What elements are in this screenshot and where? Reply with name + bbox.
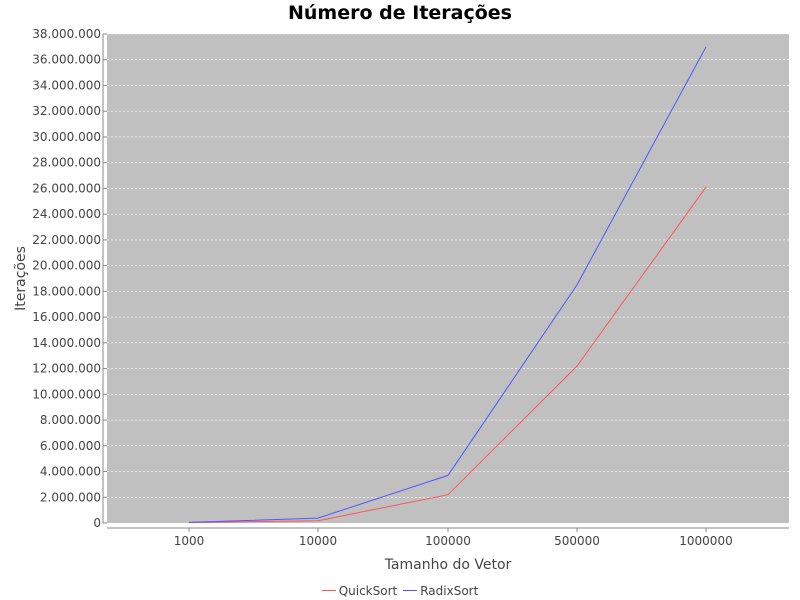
series-lines	[188, 46, 707, 524]
series-line-quicksort	[188, 186, 707, 524]
axes: 0 2.000.000 4.000.000 6.000.000 8.000.000 10.…	[32, 27, 789, 548]
legend-swatch	[403, 590, 418, 591]
y-tick-label: 22.000.000	[32, 233, 101, 247]
legend-item-radixsort: RadixSort	[403, 584, 478, 598]
y-tick-label: 6.000.000	[40, 439, 101, 453]
x-tick-label: 500000	[554, 534, 600, 548]
chart-title: Número de Iterações	[288, 2, 512, 24]
legend-label: QuickSort	[338, 583, 398, 598]
legend-item-quicksort: QuickSort	[321, 583, 398, 598]
y-axis-label: Iterações	[13, 246, 29, 311]
grid-lines	[107, 33, 789, 498]
legend: QuickSort RadixSort	[0, 580, 800, 598]
y-tick-label: 34.000.000	[32, 78, 101, 92]
y-tick-label: 12.000.000	[32, 362, 101, 376]
y-tick-label: 26.000.000	[32, 181, 101, 195]
y-tick-label: 20.000.000	[32, 259, 101, 273]
y-tick-label: 30.000.000	[32, 130, 101, 144]
y-tick-label: 14.000.000	[32, 336, 101, 350]
x-axis-label: Tamanho do Vetor	[384, 557, 512, 573]
y-tick-label: 24.000.000	[32, 207, 101, 221]
legend-label: RadixSort	[420, 583, 479, 598]
x-tick-label: 1000	[174, 534, 205, 548]
x-tick-label: 100000	[425, 534, 471, 548]
y-tick-label: 10.000.000	[32, 387, 101, 401]
y-tick-label: 16.000.000	[32, 310, 101, 324]
y-tick-label: 36.000.000	[32, 53, 101, 67]
series-line-radixsort	[188, 46, 707, 523]
x-tick-label: 10000	[299, 534, 337, 548]
y-tick-label: 2.000.000	[40, 490, 101, 504]
y-tick-label: 28.000.000	[32, 156, 101, 170]
x-tick-label: 1000000	[679, 534, 732, 548]
y-tick-label: 32.000.000	[32, 104, 101, 118]
y-tick-label: 4.000.000	[40, 465, 101, 479]
y-tick-label: 0	[93, 516, 101, 530]
legend-swatch	[321, 590, 336, 591]
y-tick-label: 8.000.000	[40, 413, 101, 427]
y-tick-label: 38.000.000	[32, 27, 101, 41]
y-tick-label: 18.000.000	[32, 284, 101, 298]
plot-area	[107, 34, 789, 523]
